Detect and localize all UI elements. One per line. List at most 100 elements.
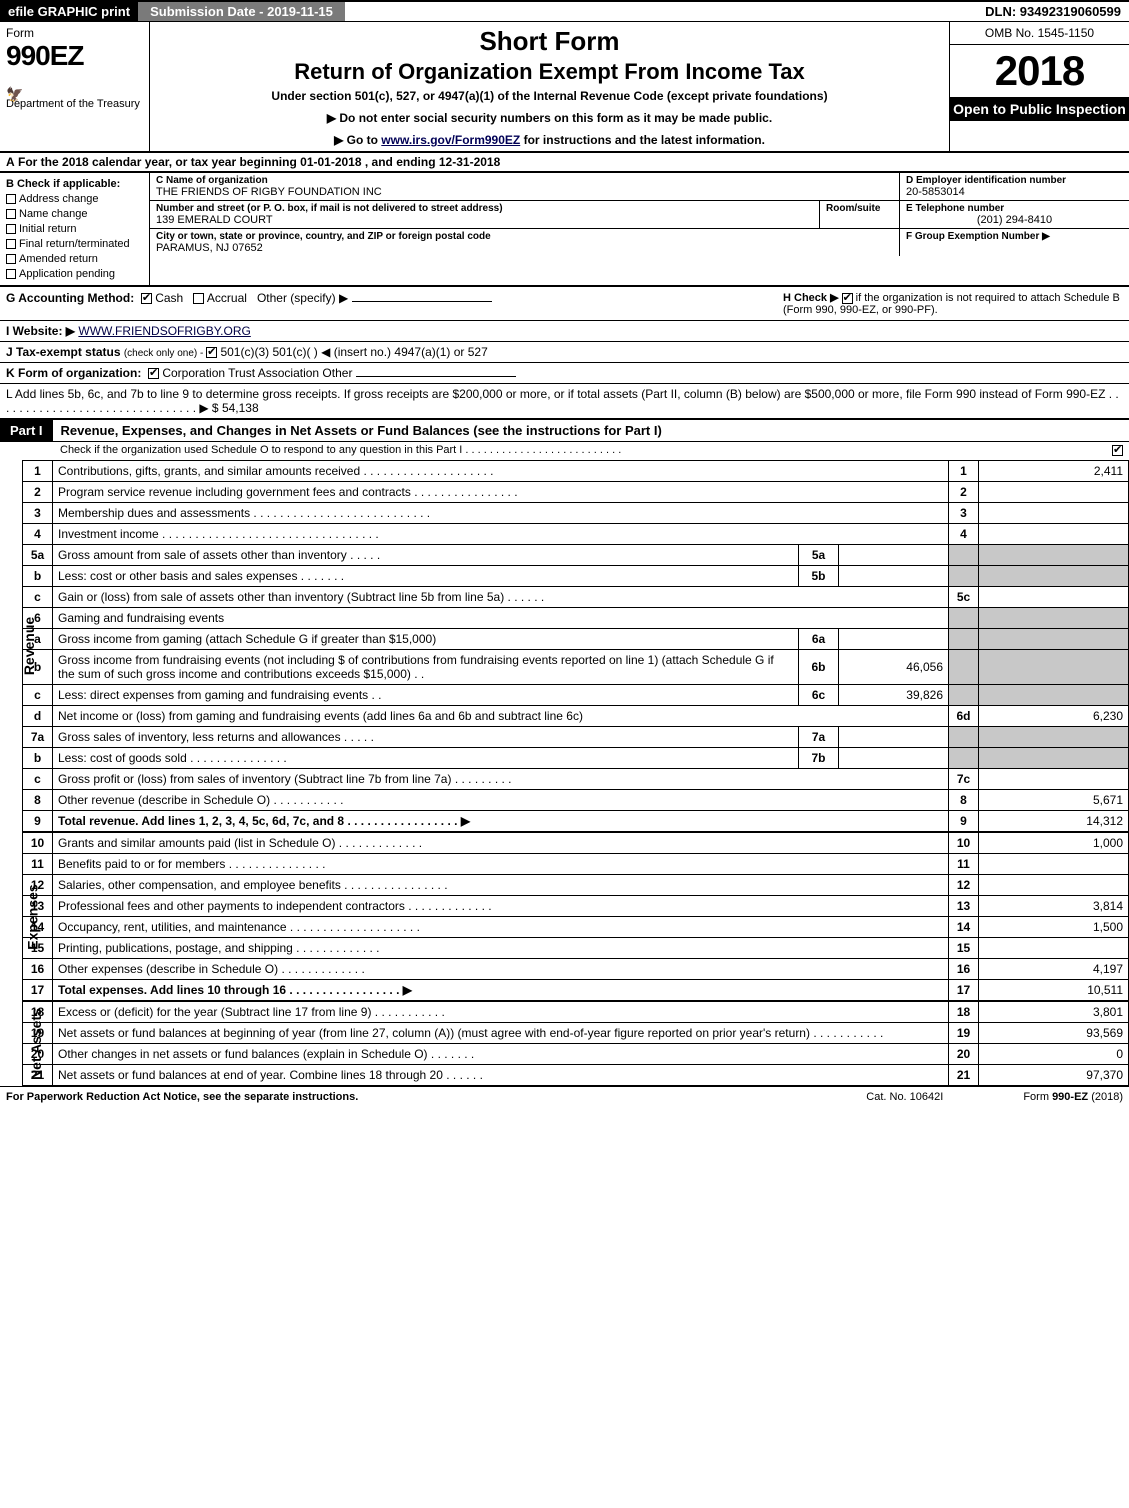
line-2-desc: Program service revenue including govern…: [58, 485, 411, 499]
line-6c-box: 6c: [799, 685, 839, 706]
line-5b: bLess: cost or other basis and sales exp…: [23, 566, 1129, 587]
line-7c: cGross profit or (loss) from sales of in…: [23, 769, 1129, 790]
line-6: 6Gaming and fundraising events: [23, 608, 1129, 629]
line-7b-desc: Less: cost of goods sold: [58, 751, 187, 765]
irs-eagle-icon: 🦅: [6, 86, 23, 103]
chk-cash[interactable]: [141, 293, 152, 304]
col-b-title: B Check if applicable:: [6, 178, 120, 190]
line-1: 1Contributions, gifts, grants, and simil…: [23, 461, 1129, 482]
form-number: 990EZ: [6, 40, 143, 72]
line-10-desc: Grants and similar amounts paid (list in…: [58, 836, 335, 850]
expenses-label: Expenses: [25, 884, 41, 949]
line-18-desc: Excess or (deficit) for the year (Subtra…: [58, 1005, 371, 1019]
line-8-desc: Other revenue (describe in Schedule O): [58, 793, 270, 807]
chk-final-return[interactable]: [6, 239, 16, 249]
line-4: 4Investment income . . . . . . . . . . .…: [23, 524, 1129, 545]
ein-value: 20-5853014: [906, 186, 1123, 198]
k-other-line[interactable]: [356, 376, 516, 377]
phone-value: (201) 294-8410: [906, 214, 1123, 226]
line-1-desc: Contributions, gifts, grants, and simila…: [58, 464, 360, 478]
other-specify-line[interactable]: [352, 301, 492, 302]
k-label: K Form of organization:: [6, 366, 141, 380]
footer-form-no: 990-EZ: [1052, 1091, 1088, 1103]
line-16-amt: 4,197: [979, 959, 1129, 980]
footer-right: Form 990-EZ (2018): [1023, 1091, 1123, 1103]
expenses-section: Expenses 10Grants and similar amounts pa…: [0, 832, 1129, 1001]
chk-schedule-b[interactable]: [842, 293, 853, 304]
line-1-amt: 2,411: [979, 461, 1129, 482]
row-a: A For the 2018 calendar year, or tax yea…: [0, 153, 1129, 173]
line-7c-desc: Gross profit or (loss) from sales of inv…: [58, 772, 451, 786]
notice-ssn: ▶ Do not enter social security numbers o…: [156, 111, 943, 125]
form-header: Form 990EZ 🦅 Department of the Treasury …: [0, 22, 1129, 153]
line-20-desc: Other changes in net assets or fund bala…: [58, 1047, 428, 1061]
line-3-desc: Membership dues and assessments: [58, 506, 250, 520]
lbl-amended-return: Amended return: [19, 253, 98, 265]
line-5b-desc: Less: cost or other basis and sales expe…: [58, 569, 297, 583]
omb-number: OMB No. 1545-1150: [950, 22, 1129, 45]
line-4-amt: [979, 524, 1129, 545]
line-10-amt: 1,000: [979, 833, 1129, 854]
street-cell: Number and street (or P. O. box, if mail…: [150, 201, 819, 228]
row-k: K Form of organization: Corporation Trus…: [0, 363, 1129, 384]
row-a-text: A For the 2018 calendar year, or tax yea…: [0, 153, 1129, 171]
line-11-desc: Benefits paid to or for members: [58, 857, 225, 871]
city-value: PARAMUS, NJ 07652: [156, 242, 893, 254]
irs-link[interactable]: www.irs.gov/Form990EZ: [381, 133, 520, 147]
header-center: Short Form Return of Organization Exempt…: [150, 22, 949, 151]
h-check: H Check ▶ if the organization is not req…: [783, 291, 1123, 316]
line-11-amt: [979, 854, 1129, 875]
line-5c-desc: Gain or (loss) from sale of assets other…: [58, 590, 504, 604]
subtitle: Under section 501(c), 527, or 4947(a)(1)…: [156, 89, 943, 103]
line-16-desc: Other expenses (describe in Schedule O): [58, 962, 278, 976]
line-3-amt: [979, 503, 1129, 524]
line-5a-desc: Gross amount from sale of assets other t…: [58, 548, 347, 562]
line-6-desc: Gaming and fundraising events: [53, 608, 949, 629]
line-7a-box: 7a: [799, 727, 839, 748]
netassets-section: Net Assets 18Excess or (deficit) for the…: [0, 1001, 1129, 1086]
chk-name-change[interactable]: [6, 209, 16, 219]
chk-address-change[interactable]: [6, 194, 16, 204]
org-name-cell: C Name of organization THE FRIENDS OF RI…: [150, 173, 899, 200]
line-6c-bval: 39,826: [839, 685, 949, 706]
chk-501c3[interactable]: [206, 347, 217, 358]
row-a-label: A: [6, 155, 15, 169]
chk-application-pending[interactable]: [6, 269, 16, 279]
chk-corporation[interactable]: [148, 368, 159, 379]
col-b-checkboxes: B Check if applicable: Address change Na…: [0, 173, 150, 285]
chk-accrual[interactable]: [193, 293, 204, 304]
line-11: 11Benefits paid to or for members . . . …: [23, 854, 1129, 875]
line-7a-desc: Gross sales of inventory, less returns a…: [58, 730, 341, 744]
line-6b-desc: Gross income from fundraising events (no…: [58, 653, 774, 681]
line-6d: dNet income or (loss) from gaming and fu…: [23, 706, 1129, 727]
org-name: THE FRIENDS OF RIGBY FOUNDATION INC: [156, 186, 893, 198]
g-label: G Accounting Method:: [6, 291, 134, 305]
header-right: OMB No. 1545-1150 2018 Open to Public In…: [949, 22, 1129, 151]
chk-amended-return[interactable]: [6, 254, 16, 264]
j-opts: 501(c)(3) 501(c)( ) ◀ (insert no.) 4947(…: [220, 345, 487, 359]
revenue-section: Revenue 1Contributions, gifts, grants, a…: [0, 460, 1129, 832]
short-form-title: Short Form: [156, 26, 943, 57]
city-label: City or town, state or province, country…: [156, 231, 893, 242]
line-6b: bGross income from fundraising events (n…: [23, 650, 1129, 685]
line-18-amt: 3,801: [979, 1002, 1129, 1023]
line-18: 18Excess or (deficit) for the year (Subt…: [23, 1002, 1129, 1023]
chk-schedule-o-part1[interactable]: [1112, 445, 1123, 456]
line-12: 12Salaries, other compensation, and empl…: [23, 875, 1129, 896]
chk-initial-return[interactable]: [6, 224, 16, 234]
line-10: 10Grants and similar amounts paid (list …: [23, 833, 1129, 854]
line-7b-bval: [839, 748, 949, 769]
line-14-desc: Occupancy, rent, utilities, and maintena…: [58, 920, 287, 934]
footer-left: For Paperwork Reduction Act Notice, see …: [6, 1091, 866, 1103]
line-5c: cGain or (loss) from sale of assets othe…: [23, 587, 1129, 608]
room-label: Room/suite: [826, 203, 893, 214]
line-15: 15Printing, publications, postage, and s…: [23, 938, 1129, 959]
lbl-name-change: Name change: [19, 208, 88, 220]
line-6c-desc: Less: direct expenses from gaming and fu…: [58, 688, 368, 702]
row-gh: G Accounting Method: Cash Accrual Other …: [0, 287, 1129, 321]
website-link[interactable]: WWW.FRIENDSOFRIGBY.ORG: [78, 324, 250, 338]
line-5c-amt: [979, 587, 1129, 608]
efile-print-button[interactable]: efile GRAPHIC print: [0, 2, 138, 21]
top-bar: efile GRAPHIC print Submission Date - 20…: [0, 0, 1129, 22]
revenue-label: Revenue: [21, 617, 37, 675]
